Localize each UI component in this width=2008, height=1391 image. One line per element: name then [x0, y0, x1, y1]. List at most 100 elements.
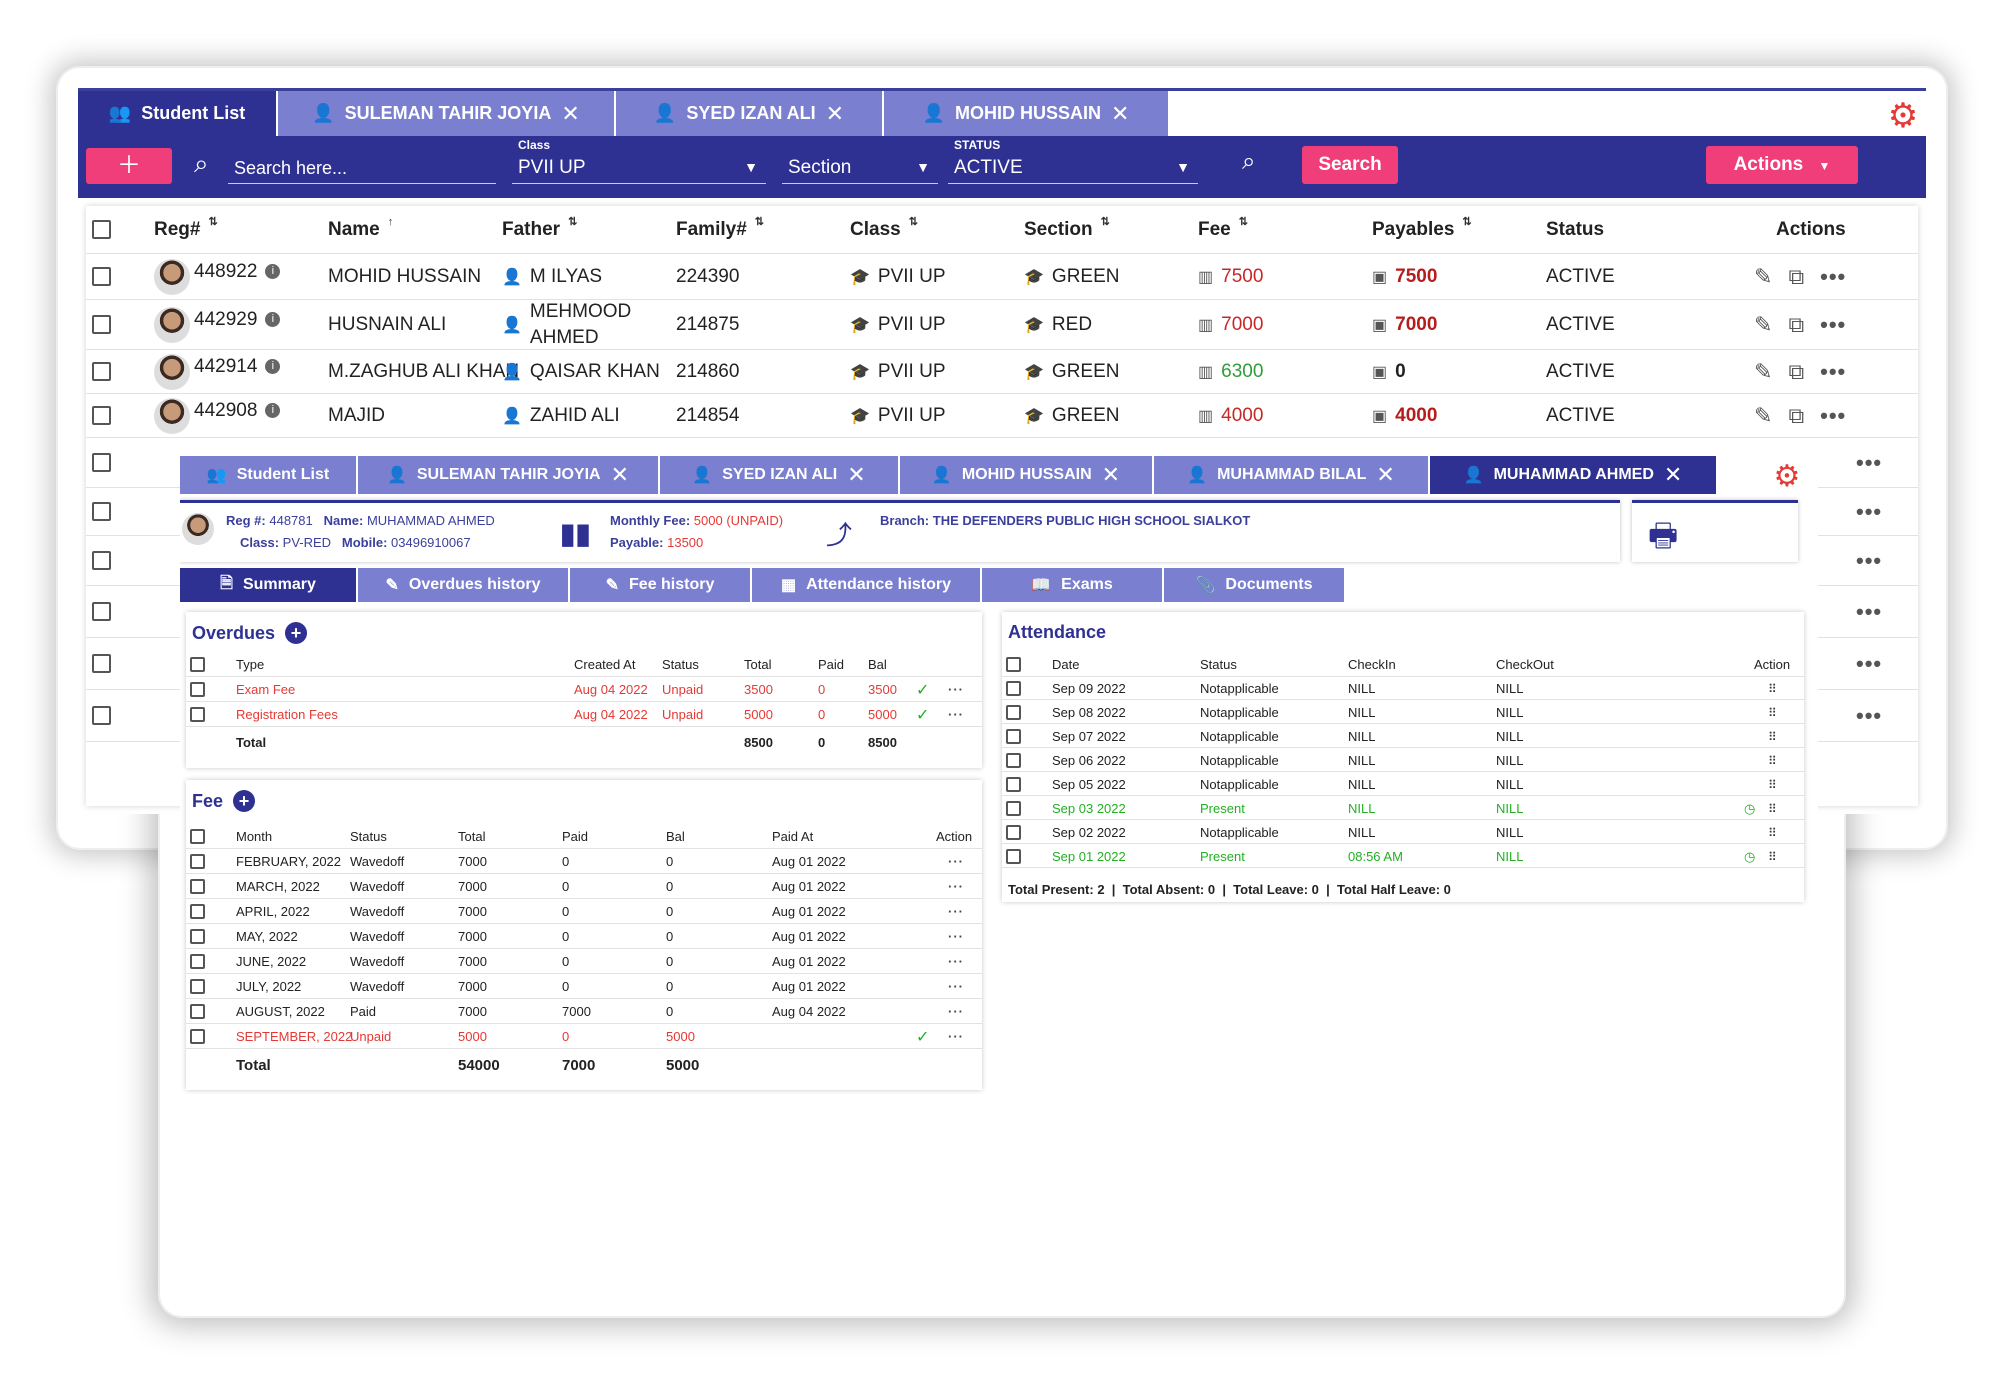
- more-icon[interactable]: ···: [948, 1004, 964, 1019]
- clock-icon[interactable]: ◷: [1744, 848, 1756, 864]
- row-checkbox[interactable]: [190, 979, 205, 994]
- search-button[interactable]: Search: [1302, 146, 1398, 184]
- more-icon[interactable]: •••: [1856, 598, 1883, 624]
- row-checkbox[interactable]: [1006, 801, 1021, 816]
- open-external-icon[interactable]: ⧉: [1788, 402, 1805, 428]
- info-icon[interactable]: i: [265, 359, 281, 374]
- column-father[interactable]: Father ⇅: [502, 216, 578, 240]
- row-checkbox[interactable]: [1006, 849, 1021, 864]
- table-row[interactable]: Sep 07 2022 Notapplicable NILL NILL ⠿: [1002, 724, 1804, 748]
- section-select[interactable]: Section ▼: [782, 144, 938, 184]
- tab-suleman-tahir-joyia[interactable]: 👤 SULEMAN TAHIR JOYIA ✕: [358, 456, 660, 494]
- column-reg[interactable]: Reg# ⇅: [154, 216, 218, 240]
- column-section[interactable]: Section ⇅: [1024, 216, 1110, 240]
- close-icon[interactable]: ✕: [1663, 462, 1683, 487]
- more-icon[interactable]: •••: [1856, 498, 1883, 524]
- more-icon[interactable]: ···: [948, 1029, 964, 1044]
- more-icon[interactable]: ···: [948, 904, 964, 919]
- grid-icon[interactable]: ⠿: [1768, 729, 1777, 744]
- row-checkbox[interactable]: [190, 879, 205, 894]
- row-checkbox[interactable]: [1006, 681, 1021, 696]
- edit-icon[interactable]: ✎: [1754, 311, 1773, 337]
- status-select[interactable]: STATUS ACTIVE ▼: [948, 138, 1198, 184]
- row-checkbox[interactable]: [190, 1029, 205, 1044]
- more-icon[interactable]: ···: [948, 682, 964, 697]
- table-row[interactable]: Sep 02 2022 Notapplicable NILL NILL ⠿: [1002, 820, 1804, 844]
- gear-icon[interactable]: ⚙: [1887, 97, 1919, 135]
- close-icon[interactable]: ✕: [847, 462, 866, 487]
- row-checkbox[interactable]: [92, 551, 111, 570]
- column-family[interactable]: Family# ⇅: [676, 216, 764, 240]
- print-button[interactable]: 🖶: [1632, 500, 1798, 562]
- add-student-button[interactable]: ＋: [86, 148, 172, 184]
- table-row[interactable]: SEPTEMBER, 2022 Unpaid 5000 0 5000 ✓ ···: [186, 1024, 982, 1049]
- more-icon[interactable]: •••: [1820, 263, 1847, 289]
- clock-icon[interactable]: ◷: [1744, 800, 1756, 816]
- row-checkbox[interactable]: [92, 267, 111, 286]
- subtab-overdues-history[interactable]: ✎ Overdues history: [358, 568, 570, 602]
- row-checkbox[interactable]: [190, 707, 205, 722]
- table-row[interactable]: MARCH, 2022 Wavedoff 7000 0 0 Aug 01 2022 ···: [186, 874, 982, 899]
- table-row[interactable]: MAY, 2022 Wavedoff 7000 0 0 Aug 01 2022 ···: [186, 924, 982, 949]
- open-external-icon[interactable]: ⧉: [1788, 311, 1805, 337]
- table-row[interactable]: 442914 i M.ZAGHUB ALI KHAN 👤 QAISAR KHAN 2…: [86, 350, 1918, 394]
- info-icon[interactable]: i: [265, 312, 281, 327]
- table-row[interactable]: Sep 06 2022 Notapplicable NILL NILL ⠿: [1002, 748, 1804, 772]
- actions-button[interactable]: Actions ▼: [1706, 146, 1858, 184]
- more-icon[interactable]: •••: [1856, 702, 1883, 728]
- table-row[interactable]: JUNE, 2022 Wavedoff 7000 0 0 Aug 01 2022 ···: [186, 949, 982, 974]
- row-checkbox[interactable]: [190, 954, 205, 969]
- more-icon[interactable]: •••: [1856, 547, 1883, 573]
- row-checkbox[interactable]: [190, 1004, 205, 1019]
- table-row[interactable]: Registration Fees Aug 04 2022 Unpaid 500…: [186, 702, 982, 727]
- row-checkbox[interactable]: [92, 502, 111, 521]
- class-select[interactable]: Class PVII UP ▼: [512, 138, 766, 184]
- close-icon[interactable]: ✕: [610, 462, 630, 487]
- row-checkbox[interactable]: [1006, 753, 1021, 768]
- row-checkbox[interactable]: [92, 406, 111, 425]
- row-checkbox[interactable]: [190, 929, 205, 944]
- subtab-summary[interactable]: 🗎 Summary: [180, 568, 358, 602]
- more-icon[interactable]: ···: [948, 929, 964, 944]
- close-icon[interactable]: ✕: [1376, 462, 1395, 487]
- table-row[interactable]: Sep 09 2022 Notapplicable NILL NILL ⠿: [1002, 676, 1804, 700]
- more-icon[interactable]: ···: [948, 854, 964, 869]
- select-all-checkbox[interactable]: [190, 829, 205, 844]
- row-checkbox[interactable]: [190, 854, 205, 869]
- close-icon[interactable]: ✕: [825, 100, 845, 126]
- tab-student-list[interactable]: 👥 Student List: [180, 456, 358, 494]
- close-icon[interactable]: ✕: [1101, 462, 1121, 487]
- tab-muhammad-bilal[interactable]: 👤 MUHAMMAD BILAL ✕: [1154, 456, 1430, 494]
- subtab-fee-history[interactable]: ✎ Fee history: [570, 568, 752, 602]
- info-icon[interactable]: i: [265, 264, 281, 279]
- row-checkbox[interactable]: [1006, 705, 1021, 720]
- row-checkbox[interactable]: [92, 362, 111, 381]
- subtab-exams[interactable]: 📖 Exams: [982, 568, 1164, 602]
- check-icon[interactable]: ✓: [916, 1028, 930, 1046]
- table-row[interactable]: JULY, 2022 Wavedoff 7000 0 0 Aug 01 2022 ···: [186, 974, 982, 999]
- subtab-attendance-history[interactable]: ▦ Attendance history: [752, 568, 982, 602]
- tab-suleman-tahir-joyia[interactable]: 👤 SULEMAN TAHIR JOYIA ✕: [278, 91, 616, 136]
- open-external-icon[interactable]: ⧉: [1788, 263, 1805, 289]
- check-icon[interactable]: ✓: [916, 706, 930, 724]
- add-fee-button[interactable]: +: [233, 790, 256, 812]
- table-row[interactable]: FEBRUARY, 2022 Wavedoff 7000 0 0 Aug 01 2022 ·…: [186, 849, 982, 874]
- advanced-search-icon[interactable]: ⌕: [1242, 148, 1256, 175]
- grid-icon[interactable]: ⠿: [1768, 801, 1777, 816]
- search-input[interactable]: Search here...: [228, 144, 496, 184]
- row-checkbox[interactable]: [92, 453, 111, 472]
- row-checkbox[interactable]: [92, 315, 111, 334]
- row-checkbox[interactable]: [190, 904, 205, 919]
- table-row[interactable]: Sep 05 2022 Notapplicable NILL NILL ⠿: [1002, 772, 1804, 796]
- tab-syed-izan-ali[interactable]: 👤 SYED IZAN ALI ✕: [616, 91, 884, 136]
- row-checkbox[interactable]: [1006, 825, 1021, 840]
- table-row[interactable]: Sep 03 2022 Present NILL NILL ◷ ⠿: [1002, 796, 1804, 820]
- close-icon[interactable]: ✕: [561, 100, 580, 126]
- more-icon[interactable]: •••: [1820, 311, 1847, 337]
- table-row[interactable]: Exam Fee Aug 04 2022 Unpaid 3500 0 3500 …: [186, 677, 982, 702]
- tab-mohid-hussain[interactable]: 👤 MOHID HUSSAIN ✕: [884, 91, 1170, 136]
- row-checkbox[interactable]: [190, 682, 205, 697]
- grid-icon[interactable]: ⠿: [1768, 753, 1777, 768]
- grid-icon[interactable]: ⠿: [1768, 777, 1777, 792]
- add-overdue-button[interactable]: +: [285, 622, 308, 644]
